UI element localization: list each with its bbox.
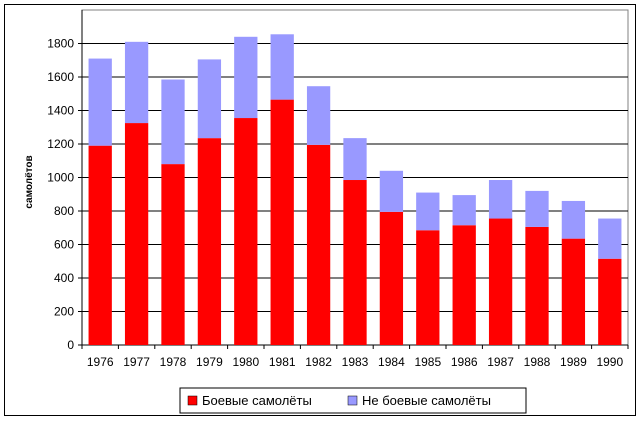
- bar-noncombat: [525, 190, 549, 227]
- bar-noncombat: [598, 218, 622, 259]
- bar-noncombat: [416, 192, 440, 231]
- x-tick-label: 1984: [378, 355, 405, 369]
- legend-swatch-combat: [187, 395, 198, 406]
- x-tick-label: 1977: [123, 355, 150, 369]
- x-tick-label: 1989: [560, 355, 587, 369]
- bar-combat: [234, 118, 258, 345]
- y-tick-label: 1800: [47, 37, 74, 51]
- y-tick-label: 1000: [47, 171, 74, 185]
- x-tick-label: 1988: [524, 355, 551, 369]
- bar-noncombat: [161, 79, 185, 165]
- x-tick-label: 1982: [305, 355, 332, 369]
- bar-noncombat: [270, 34, 294, 100]
- y-tick-label: 1600: [47, 70, 74, 84]
- bar-noncombat: [124, 41, 149, 124]
- bar-combat: [197, 138, 222, 345]
- bar-combat: [561, 238, 586, 345]
- bar-combat: [306, 144, 331, 345]
- y-tick-label: 600: [54, 238, 74, 252]
- bar-combat: [161, 164, 185, 345]
- bar-combat: [525, 226, 549, 345]
- bar-combat: [379, 211, 404, 345]
- x-tick-label: 1986: [451, 355, 478, 369]
- bar-noncombat: [88, 58, 112, 146]
- x-tick-label: 1983: [342, 355, 369, 369]
- bar-combat: [416, 230, 440, 345]
- bar-combat: [343, 180, 367, 345]
- x-tick-label: 1981: [269, 355, 296, 369]
- bar-noncombat: [197, 59, 222, 139]
- bar-noncombat: [306, 86, 331, 145]
- bar-noncombat: [452, 195, 476, 226]
- y-tick-label: 1400: [47, 104, 74, 118]
- bar-noncombat: [488, 180, 513, 219]
- bar-combat: [88, 145, 112, 345]
- y-tick-label: 200: [54, 305, 74, 319]
- x-tick-label: 1987: [487, 355, 514, 369]
- y-axis-label: самолётов: [24, 155, 35, 208]
- x-tick-label: 1980: [232, 355, 259, 369]
- bar-combat: [270, 99, 294, 345]
- bar-noncombat: [234, 36, 258, 119]
- y-tick-label: 800: [54, 204, 74, 218]
- y-tick-label: 0: [67, 338, 74, 352]
- legend-label-noncombat: Не боевые самолёты: [362, 393, 491, 408]
- y-tick-label: 1200: [47, 137, 74, 151]
- x-tick-label: 1979: [196, 355, 223, 369]
- bar-noncombat: [561, 200, 586, 239]
- y-tick-label: 400: [54, 271, 74, 285]
- bar-combat: [488, 218, 513, 345]
- legend: Боевые самолёты Не боевые самолёты: [179, 387, 527, 414]
- x-axis: 1976 1977 1978 1979 1980 1981 1982 1983 1984 1985…: [81, 344, 629, 369]
- x-tick-label: 1990: [596, 355, 623, 369]
- x-tick-label: 1985: [414, 355, 441, 369]
- y-axis: 0 200 400 600 800 1000 1200 1400 1600 1800: [47, 10, 83, 352]
- x-tick-label: 1976: [87, 355, 114, 369]
- bar-noncombat: [343, 138, 367, 181]
- x-tick-label: 1978: [160, 355, 187, 369]
- legend-swatch-noncombat: [347, 395, 358, 406]
- bars: [88, 34, 622, 345]
- legend-label-combat: Боевые самолёты: [202, 393, 312, 408]
- bar-combat: [452, 225, 476, 345]
- bar-combat: [124, 123, 149, 345]
- bar-noncombat: [379, 170, 404, 212]
- bar-combat: [598, 258, 622, 345]
